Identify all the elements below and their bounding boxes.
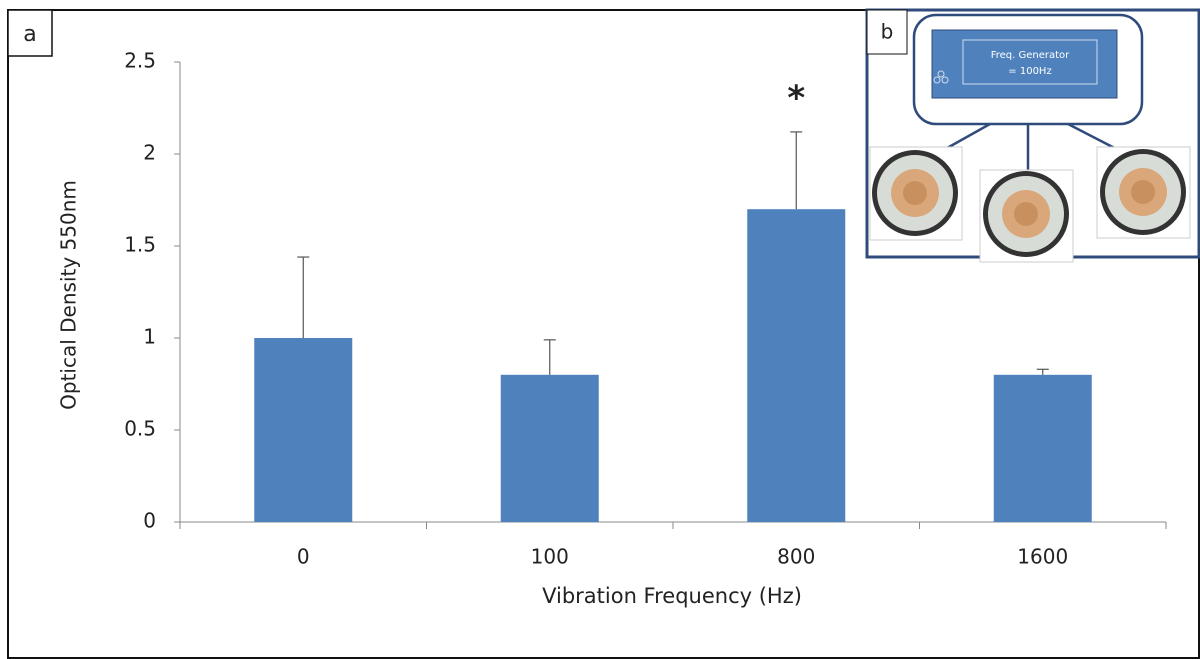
display-line: = 100Hz bbox=[1008, 66, 1051, 77]
y-tick-label: 2.5 bbox=[124, 49, 156, 73]
x-tick-label: 800 bbox=[777, 545, 815, 569]
panel-label: a bbox=[23, 22, 36, 47]
generator-icon bbox=[933, 70, 949, 84]
inset-label-box bbox=[866, 9, 908, 55]
significance-marker: * bbox=[787, 79, 805, 119]
x-axis-label: Vibration Frequency (Hz) bbox=[542, 584, 802, 608]
display-line: Freq. Generator bbox=[991, 50, 1070, 61]
y-tick-label: 1.5 bbox=[124, 233, 156, 257]
x-tick-label: 1600 bbox=[1017, 545, 1068, 569]
y-tick-label: 0.5 bbox=[124, 417, 156, 441]
panel-label-box bbox=[7, 9, 53, 57]
x-tick-label: 0 bbox=[297, 545, 310, 569]
x-tick-label: 100 bbox=[531, 545, 569, 569]
speaker bbox=[979, 169, 1074, 263]
generator-display bbox=[962, 39, 1098, 85]
y-tick-label: 0 bbox=[143, 509, 156, 533]
bar bbox=[254, 338, 353, 522]
inset-diagram: b Freq. Generator = 100Hz bbox=[865, 8, 1200, 263]
bar bbox=[500, 374, 599, 522]
y-tick-label: 2 bbox=[143, 141, 156, 165]
bar bbox=[993, 374, 1092, 522]
speaker bbox=[869, 146, 963, 241]
bar bbox=[747, 209, 846, 522]
y-axis-label: Optical Density 550nm bbox=[57, 180, 81, 410]
speaker bbox=[1096, 146, 1191, 239]
inset-label: b bbox=[881, 20, 894, 44]
y-tick-label: 1 bbox=[143, 325, 156, 349]
